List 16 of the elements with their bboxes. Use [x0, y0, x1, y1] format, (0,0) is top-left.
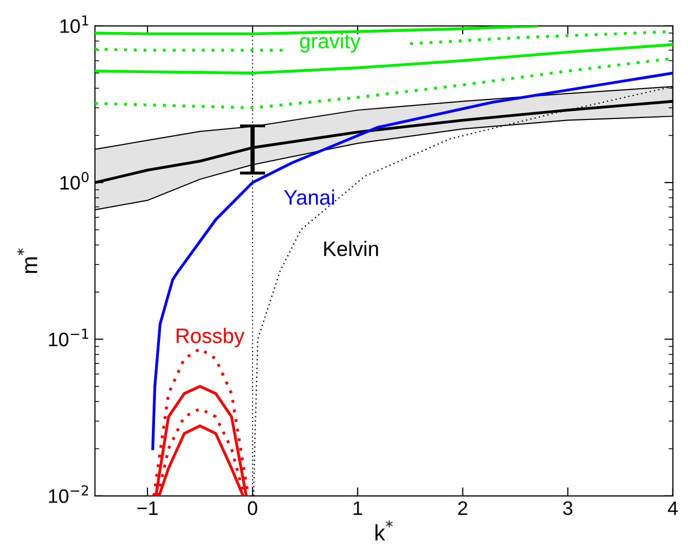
x-tick-label: −1	[137, 501, 158, 515]
annotation: Rossby	[176, 328, 244, 348]
x-axis-title: k$^{*}$	[376, 520, 393, 540]
y-tick-label: 10$^{1}$	[60, 15, 88, 33]
y-tick-label: 10$^{−1}$	[48, 328, 88, 346]
x-tick-label: 3	[563, 501, 572, 516]
annotation: gravity	[300, 33, 360, 53]
x-tick-label: 2	[458, 501, 468, 515]
x-tick-label: 1	[354, 501, 362, 515]
y-tick-label: 10$^{−2}$	[48, 485, 88, 503]
annotation: Yanai	[284, 190, 334, 205]
x-tick-label: 0	[248, 501, 258, 516]
y-axis-title: m$^{*}$	[17, 248, 38, 273]
x-tick-label: 4	[668, 501, 678, 515]
annotation: Kelvin	[324, 240, 378, 256]
y-tick-label: 10$^{0}$	[60, 172, 89, 190]
